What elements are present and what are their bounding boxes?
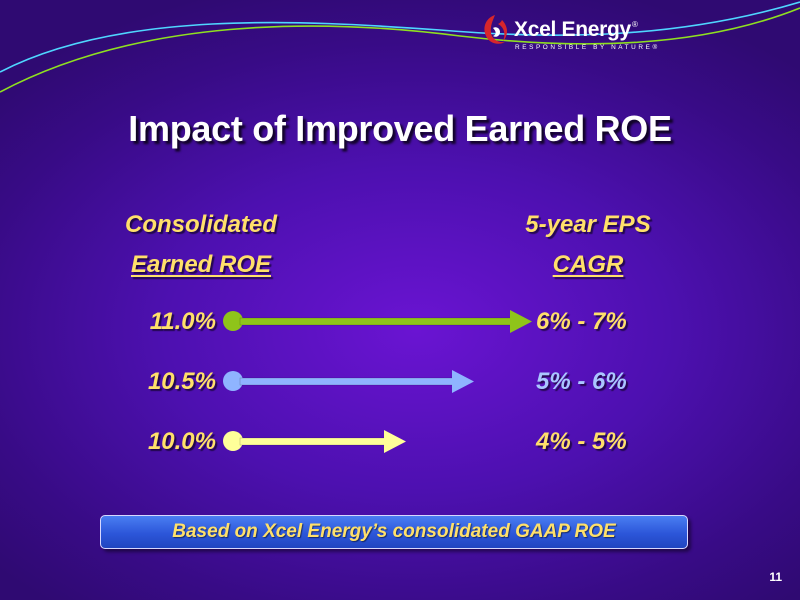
arrow-row-1-shaft [239,317,513,326]
decorative-swoosh-lines [0,1,800,93]
eps-header-line2: CAGR [552,251,624,278]
arrow-row-3-shaft [239,437,387,446]
page-number: 11 [769,570,782,584]
slide-title: Impact of Improved Earned ROE [128,108,672,149]
eps-value-row-1: 6% - 7% [536,308,627,335]
eps-column-header: 5-year EPS CAGR [488,205,688,285]
flame-logo-icon [484,15,508,44]
roe-value-row-3: 10.0% [147,428,216,455]
roe-value-row-2: 10.5% [147,368,216,395]
brand-tagline: RESPONSIBLE BY NATURE® [515,44,660,51]
roe-header-line2: Earned ROE [130,251,272,278]
xcel-energy-logo: Xcel Energy® RESPONSIBLE BY NATURE® [478,12,657,56]
roe-header-line1: Consolidated [124,211,277,238]
eps-value-row-2: 5% - 6% [536,368,627,395]
footnote-banner: Based on Xcel Energy’s consolidated GAAP… [100,515,688,549]
eps-header-line1: 5-year EPS [525,211,651,238]
arrow-row-2-shaft [239,377,455,386]
arrow-row-2-dot [223,371,243,391]
arrow-row-1-head [510,310,532,333]
roe-value-row-1: 11.0% [149,308,216,335]
eps-value-row-3: 4% - 5% [536,428,627,455]
brand-name: Xcel Energy® [514,18,638,41]
arrow-row-3-dot [223,431,243,451]
arrow-row-2-head [452,370,474,393]
roe-column-header: Consolidated Earned ROE [96,205,306,285]
arrow-row-1-dot [223,311,243,331]
arrow-row-3-head [384,430,406,453]
